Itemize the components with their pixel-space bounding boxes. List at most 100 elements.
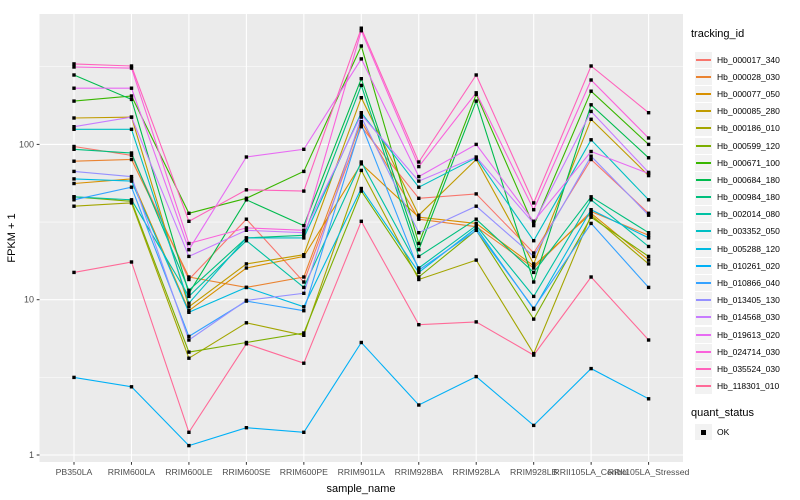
data-point-marker xyxy=(532,306,536,310)
x-axis-title: sample_name xyxy=(326,483,396,495)
legend-item: Hb_019613_020 xyxy=(691,326,799,343)
data-point-marker xyxy=(302,331,306,335)
data-point-marker xyxy=(646,173,651,178)
data-point-marker xyxy=(302,280,306,284)
black-square-marker-icon xyxy=(701,430,706,435)
legend-key xyxy=(695,275,712,292)
data-point-marker xyxy=(646,244,651,249)
data-point-marker xyxy=(187,219,191,223)
legend-gap xyxy=(691,395,799,407)
data-point-marker xyxy=(244,262,249,266)
data-point-marker xyxy=(646,262,651,266)
data-point-marker xyxy=(72,86,76,90)
data-point-marker xyxy=(244,188,249,192)
legend-item: Hb_035524_030 xyxy=(691,360,799,377)
data-point-marker xyxy=(417,174,421,179)
data-point-marker xyxy=(244,236,249,240)
legend-item-label: Hb_014568_030 xyxy=(717,312,780,323)
legend-item-label: OK xyxy=(717,427,730,438)
data-point-marker xyxy=(474,320,478,324)
data-point-marker xyxy=(474,73,478,77)
data-point-marker xyxy=(474,217,478,221)
y-tick-label: 1 xyxy=(29,450,34,460)
data-point-marker xyxy=(302,333,306,337)
legend-key xyxy=(695,51,712,68)
data-point-marker xyxy=(589,208,593,212)
data-point-marker xyxy=(244,285,249,290)
legend: tracking_id Hb_000017_340 Hb_000028_030 Hb… xyxy=(691,28,799,441)
data-point-marker xyxy=(72,159,76,163)
data-point-marker xyxy=(129,179,134,183)
quant-ok-key xyxy=(695,424,712,441)
data-point-marker xyxy=(532,254,536,259)
legend-key xyxy=(695,343,712,360)
legend-item-label: Hb_003352_050 xyxy=(717,226,780,237)
data-point-marker xyxy=(417,179,421,183)
data-point-marker xyxy=(72,73,76,77)
data-point-marker xyxy=(187,334,191,339)
data-point-marker xyxy=(417,215,421,219)
legend-item-label: Hb_019613_020 xyxy=(717,329,780,340)
data-point-marker xyxy=(589,154,593,158)
data-point-marker xyxy=(129,174,134,179)
data-point-marker xyxy=(417,248,421,252)
data-point-marker xyxy=(244,155,249,159)
legend-item-label: Hb_000017_340 xyxy=(717,54,780,65)
data-point-marker xyxy=(244,266,249,270)
data-point-marker xyxy=(532,280,536,284)
data-point-marker xyxy=(129,185,134,189)
data-point-marker xyxy=(72,270,76,275)
data-point-marker xyxy=(589,117,593,121)
data-point-marker xyxy=(244,226,249,230)
data-point-marker xyxy=(474,258,478,262)
series-color-line-icon xyxy=(696,144,711,147)
data-point-marker xyxy=(646,111,651,115)
data-point-marker xyxy=(187,254,191,259)
legend-item: Hb_000984_180 xyxy=(691,189,799,206)
legend-items: Hb_000017_340 Hb_000028_030 Hb_000077_050 H… xyxy=(691,51,799,395)
data-point-marker xyxy=(532,423,536,428)
series-color-line-icon xyxy=(696,230,711,233)
data-point-marker xyxy=(532,208,536,212)
x-tick-label: RRIM928BA xyxy=(395,467,443,477)
y-tick-label: 100 xyxy=(19,139,34,149)
data-point-marker xyxy=(589,109,593,114)
legend-key xyxy=(695,103,712,120)
legend-item: Hb_000671_100 xyxy=(691,154,799,171)
legend-item-label: Hb_000028_030 xyxy=(717,71,780,82)
data-point-marker xyxy=(474,228,478,232)
legend-item: Hb_010261_020 xyxy=(691,257,799,274)
data-point-marker xyxy=(72,116,76,120)
series-color-line-icon xyxy=(696,127,711,130)
data-point-marker xyxy=(129,151,134,155)
legend-item-quant-ok: OK xyxy=(691,424,799,441)
data-point-marker xyxy=(417,403,421,407)
data-point-marker xyxy=(589,209,593,214)
data-point-marker xyxy=(129,385,134,389)
series-color-line-icon xyxy=(696,282,711,285)
data-point-marker xyxy=(359,125,363,129)
data-point-marker xyxy=(474,226,478,230)
legend-item: Hb_002014_080 xyxy=(691,206,799,223)
data-point-marker xyxy=(474,374,478,379)
data-point-marker xyxy=(187,443,191,448)
data-point-marker xyxy=(589,198,593,202)
data-point-marker xyxy=(646,233,651,237)
legend-item: Hb_010866_040 xyxy=(691,274,799,292)
data-point-marker xyxy=(129,94,134,98)
data-point-marker xyxy=(474,221,478,226)
data-point-marker xyxy=(129,66,134,70)
data-point-marker xyxy=(646,171,651,176)
data-point-marker xyxy=(244,426,249,430)
legend-item: Hb_000028_030 xyxy=(691,68,799,85)
data-point-marker xyxy=(129,177,134,181)
data-point-marker xyxy=(589,157,593,162)
data-point-marker xyxy=(417,241,421,246)
data-point-marker xyxy=(359,26,363,30)
data-point-marker xyxy=(72,125,76,129)
data-point-marker xyxy=(302,285,306,290)
legend-item-label: Hb_000671_100 xyxy=(717,157,780,168)
legend-item: Hb_000017_340 xyxy=(691,51,799,68)
